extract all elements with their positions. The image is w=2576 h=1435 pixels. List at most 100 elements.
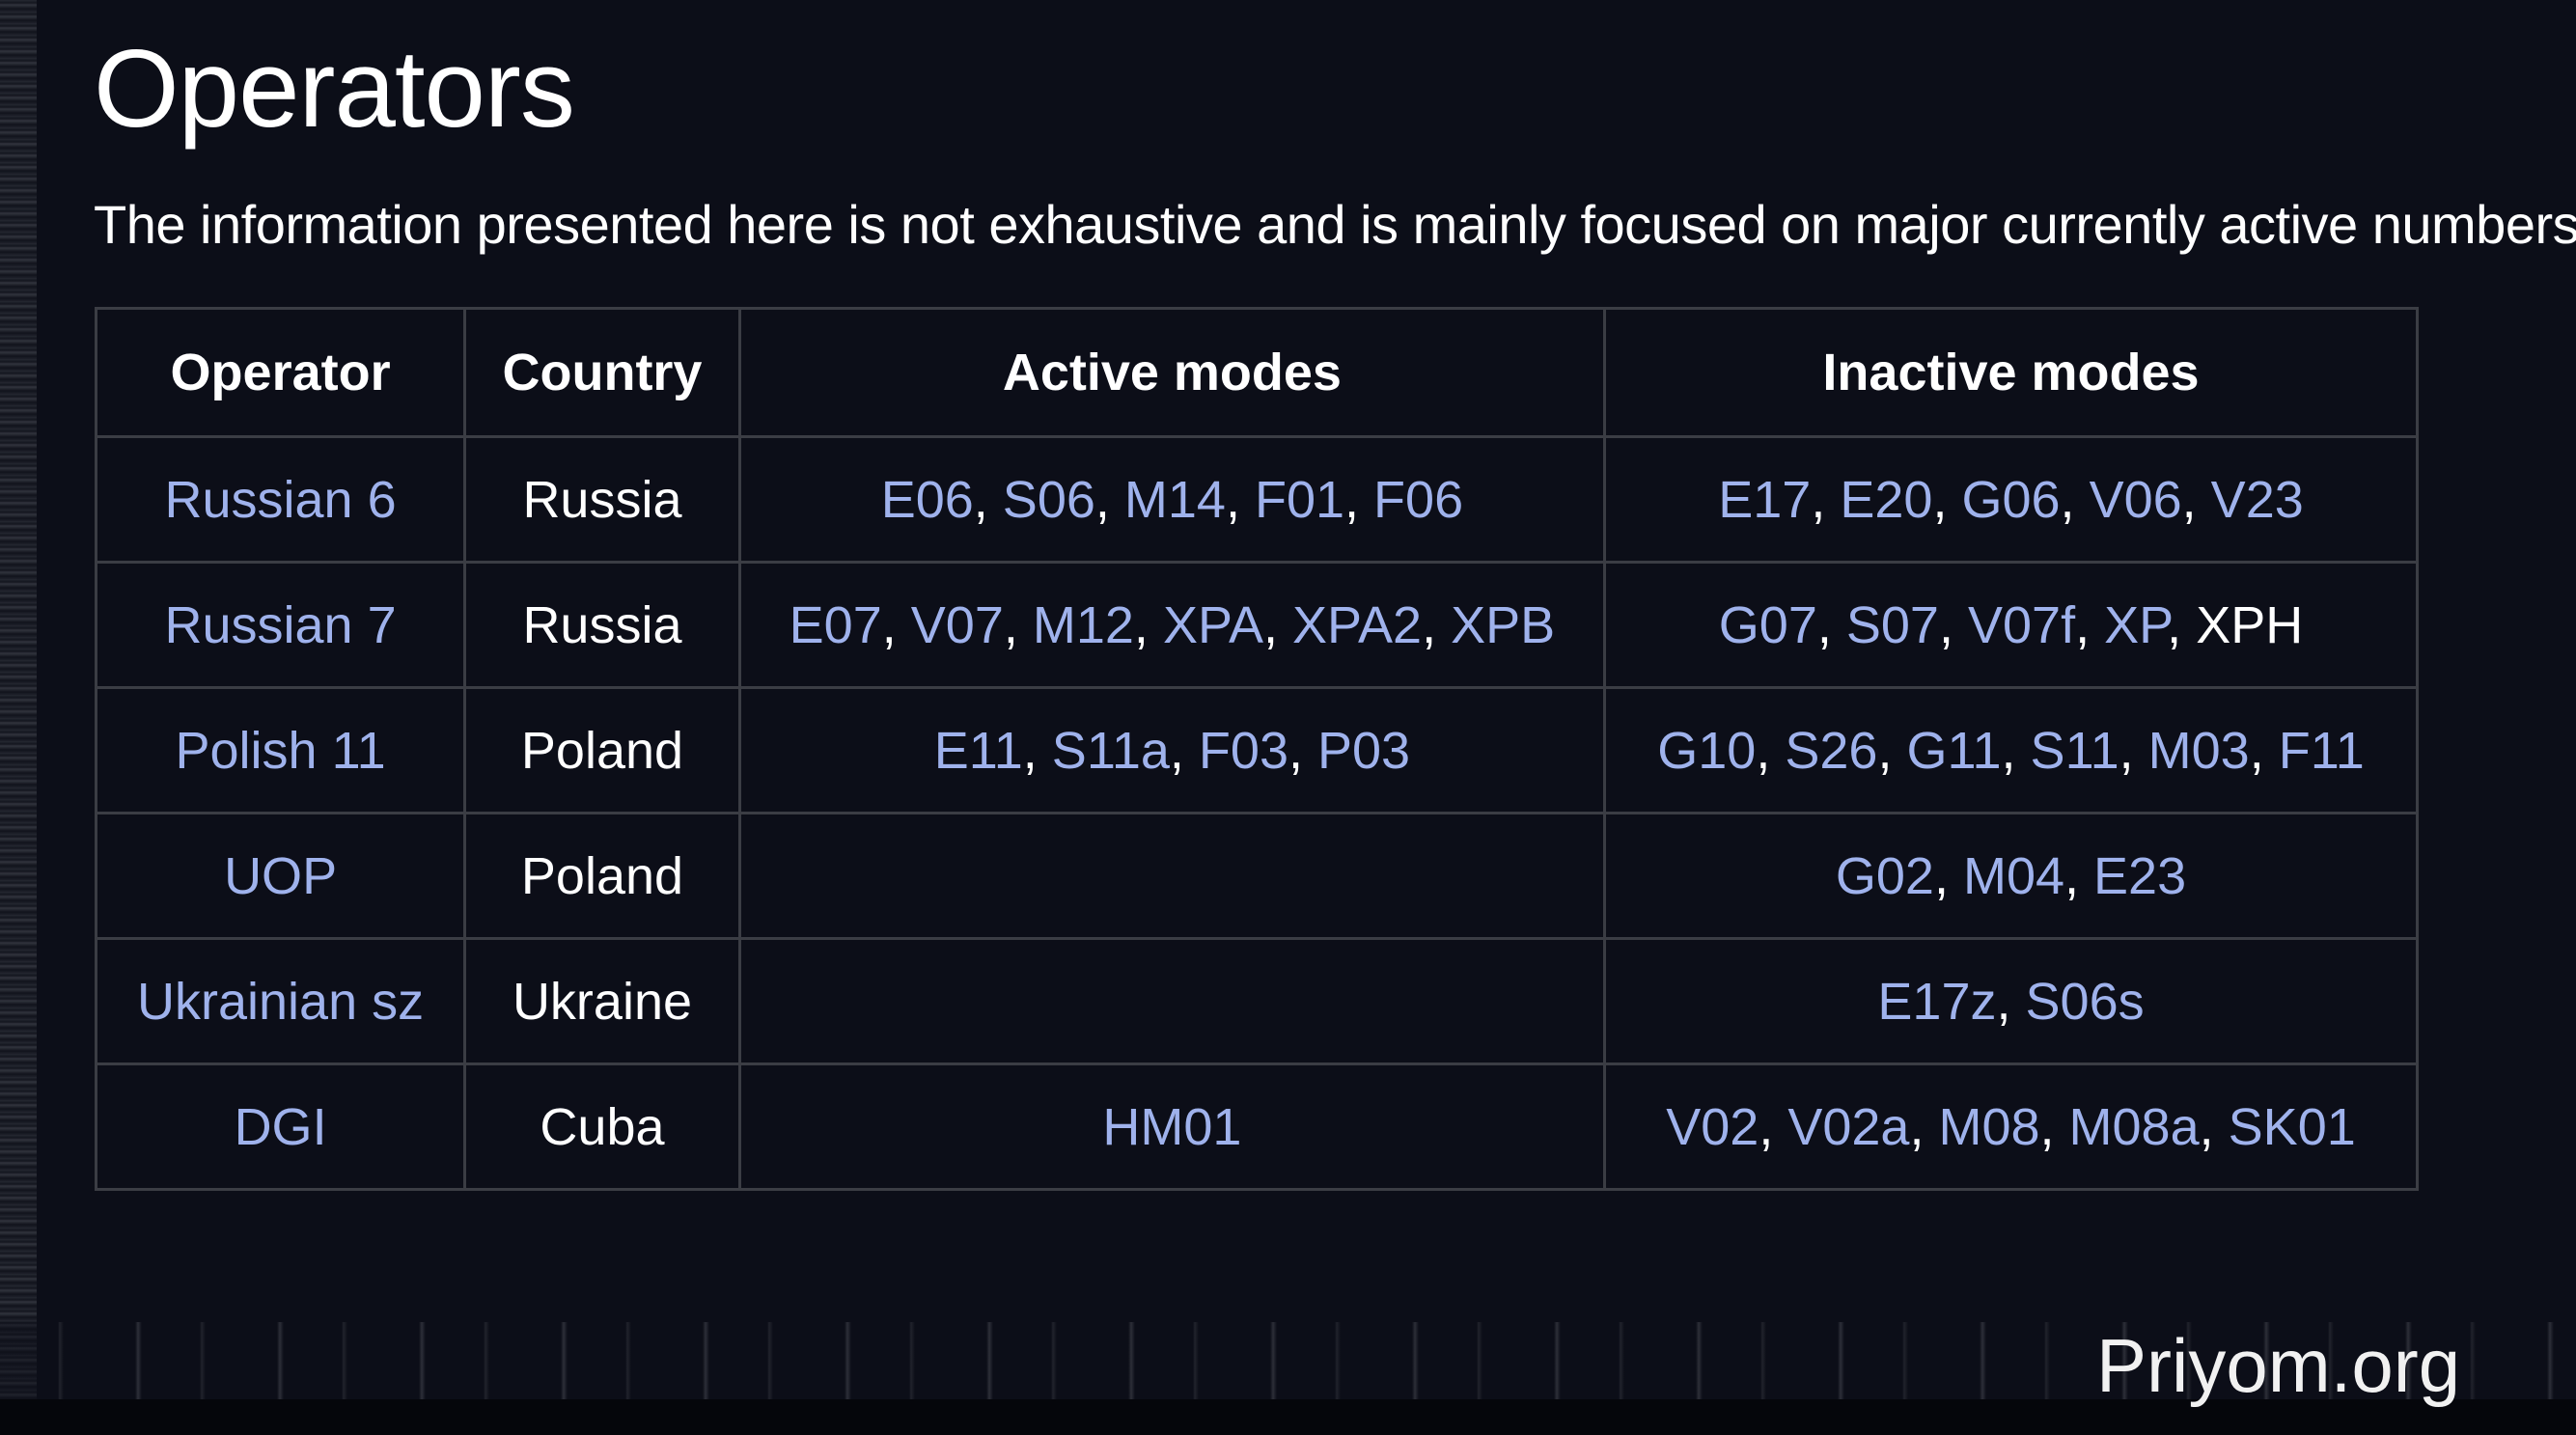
mode-separator: , (1225, 470, 1255, 529)
country-cell: Ukraine (463, 937, 741, 1065)
mode-link[interactable]: S11 (2030, 721, 2119, 780)
operator-cell: Russian 6 (94, 435, 467, 564)
mode-link[interactable]: V23 (2210, 470, 2304, 529)
header-active-modes: Active modes (737, 307, 1607, 438)
mode-separator: , (1288, 721, 1317, 780)
mode-link[interactable]: G02 (1835, 846, 1934, 905)
page-intro: The information presented here is not ex… (94, 194, 2576, 255)
active-modes-cell (737, 812, 1607, 940)
table-row: Russian 6 Russia E06, S06, M14, F01, F06 E1… (94, 435, 2419, 564)
operator-link[interactable]: Ukrainian sz (137, 972, 425, 1031)
mode-link[interactable]: XPA (1162, 595, 1263, 654)
mode-separator: , (2001, 721, 2031, 780)
country-cell: Russia (463, 435, 741, 564)
mode-separator: , (1756, 721, 1786, 780)
mode-link[interactable]: S07 (1845, 595, 1939, 654)
mode-link[interactable]: S26 (1785, 721, 1878, 780)
table-row: Polish 11 Poland E11, S11a, F03, P03 G10, S… (94, 686, 2419, 814)
mode-link[interactable]: V07 (910, 595, 1004, 654)
mode-separator: , (2075, 595, 2105, 654)
mode-link[interactable]: G10 (1657, 721, 1757, 780)
mode-link[interactable]: V02 (1666, 1097, 1759, 1156)
mode-separator: , (1811, 470, 1841, 529)
watermark: Priyom.org (2096, 1323, 2461, 1408)
mode-link[interactable]: XPB (1451, 595, 1556, 654)
mode-link[interactable]: E17 (1718, 470, 1812, 529)
inactive-modes-cell: G02, M04, E23 (1603, 812, 2419, 940)
table-row: Ukrainian sz Ukraine E17z, S06s (94, 937, 2419, 1065)
left-edge-texture (0, 0, 37, 1435)
mode-link[interactable]: M12 (1032, 595, 1134, 654)
mode-link[interactable]: M08a (2068, 1097, 2200, 1156)
country-cell: Russia (463, 561, 741, 689)
mode-link[interactable]: E23 (2093, 846, 2187, 905)
table-row: Russian 7 Russia E07, V07, M12, XPA, XPA2,… (94, 561, 2419, 689)
mode-link: XPH (2196, 595, 2304, 654)
mode-link[interactable]: V02a (1787, 1097, 1910, 1156)
operator-cell: DGI (94, 1062, 467, 1191)
country-cell: Poland (463, 812, 741, 940)
mode-link[interactable]: F01 (1254, 470, 1345, 529)
operator-link[interactable]: Polish 11 (175, 721, 386, 780)
mode-separator: , (1022, 721, 1052, 780)
mode-separator: , (2181, 470, 2211, 529)
mode-link[interactable]: P03 (1317, 721, 1411, 780)
mode-link[interactable]: E17z (1877, 972, 1997, 1031)
mode-link[interactable]: S06s (2025, 972, 2145, 1031)
mode-separator: , (1133, 595, 1163, 654)
mode-link[interactable]: HM01 (1102, 1097, 1242, 1156)
mode-separator: , (1759, 1097, 1788, 1156)
table-row: UOP Poland G02, M04, E23 (94, 812, 2419, 940)
mode-separator: , (1344, 470, 1374, 529)
mode-link[interactable]: F11 (2278, 721, 2365, 780)
mode-separator: , (1094, 470, 1124, 529)
operator-link[interactable]: Russian 7 (164, 595, 397, 654)
mode-link[interactable]: F03 (1198, 721, 1288, 780)
mode-link[interactable]: G06 (1961, 470, 2061, 529)
mode-link[interactable]: E07 (789, 595, 882, 654)
operator-link[interactable]: Russian 6 (164, 470, 397, 529)
inactive-modes-cell: V02, V02a, M08, M08a, SK01 (1603, 1062, 2419, 1191)
mode-separator: , (1422, 595, 1452, 654)
mode-separator: , (1909, 1097, 1939, 1156)
mode-link[interactable]: XPA2 (1292, 595, 1423, 654)
mode-link[interactable]: E06 (880, 470, 974, 529)
mode-link[interactable]: S06 (1002, 470, 1095, 529)
header-country: Country (463, 307, 741, 438)
operator-cell: Russian 7 (94, 561, 467, 689)
mode-separator: , (2249, 721, 2279, 780)
mode-link[interactable]: F06 (1373, 470, 1464, 529)
mode-link[interactable]: V06 (2089, 470, 2182, 529)
mode-link[interactable]: M08 (1938, 1097, 2040, 1156)
mode-link[interactable]: M14 (1123, 470, 1226, 529)
operator-link[interactable]: DGI (234, 1097, 327, 1156)
mode-link[interactable]: SK01 (2228, 1097, 2356, 1156)
operator-cell: Polish 11 (94, 686, 467, 814)
mode-separator: , (1938, 595, 1968, 654)
mode-link[interactable]: E11 (933, 721, 1023, 780)
mode-link[interactable]: M03 (2147, 721, 2250, 780)
inactive-modes-cell: E17, E20, G06, V06, V23 (1603, 435, 2419, 564)
mode-link[interactable]: M04 (1962, 846, 2065, 905)
table-row: DGI Cuba HM01 V02, V02a, M08, M08a, SK01 (94, 1062, 2419, 1191)
mode-separator: , (1932, 470, 1962, 529)
mode-separator: , (1169, 721, 1199, 780)
mode-separator: , (1003, 595, 1033, 654)
active-modes-cell (737, 937, 1607, 1065)
mode-link[interactable]: G07 (1718, 595, 1817, 654)
table-header-row: Operator Country Active modes Inactive m… (94, 307, 2419, 438)
mode-separator: , (1996, 972, 2026, 1031)
page-title: Operators (94, 28, 575, 151)
mode-separator: , (2039, 1097, 2069, 1156)
mode-link[interactable]: V07f (1967, 595, 2076, 654)
mode-separator: , (973, 470, 1003, 529)
active-modes-cell: E07, V07, M12, XPA, XPA2, XPB (737, 561, 1607, 689)
operator-link[interactable]: UOP (224, 846, 338, 905)
mode-separator: , (1933, 846, 1963, 905)
header-operator: Operator (94, 307, 467, 438)
mode-link[interactable]: G11 (1906, 721, 2002, 780)
mode-link[interactable]: S11a (1051, 721, 1170, 780)
mode-link[interactable]: XP (2104, 595, 2168, 654)
mode-separator: , (2064, 846, 2094, 905)
mode-link[interactable]: E20 (1840, 470, 1933, 529)
